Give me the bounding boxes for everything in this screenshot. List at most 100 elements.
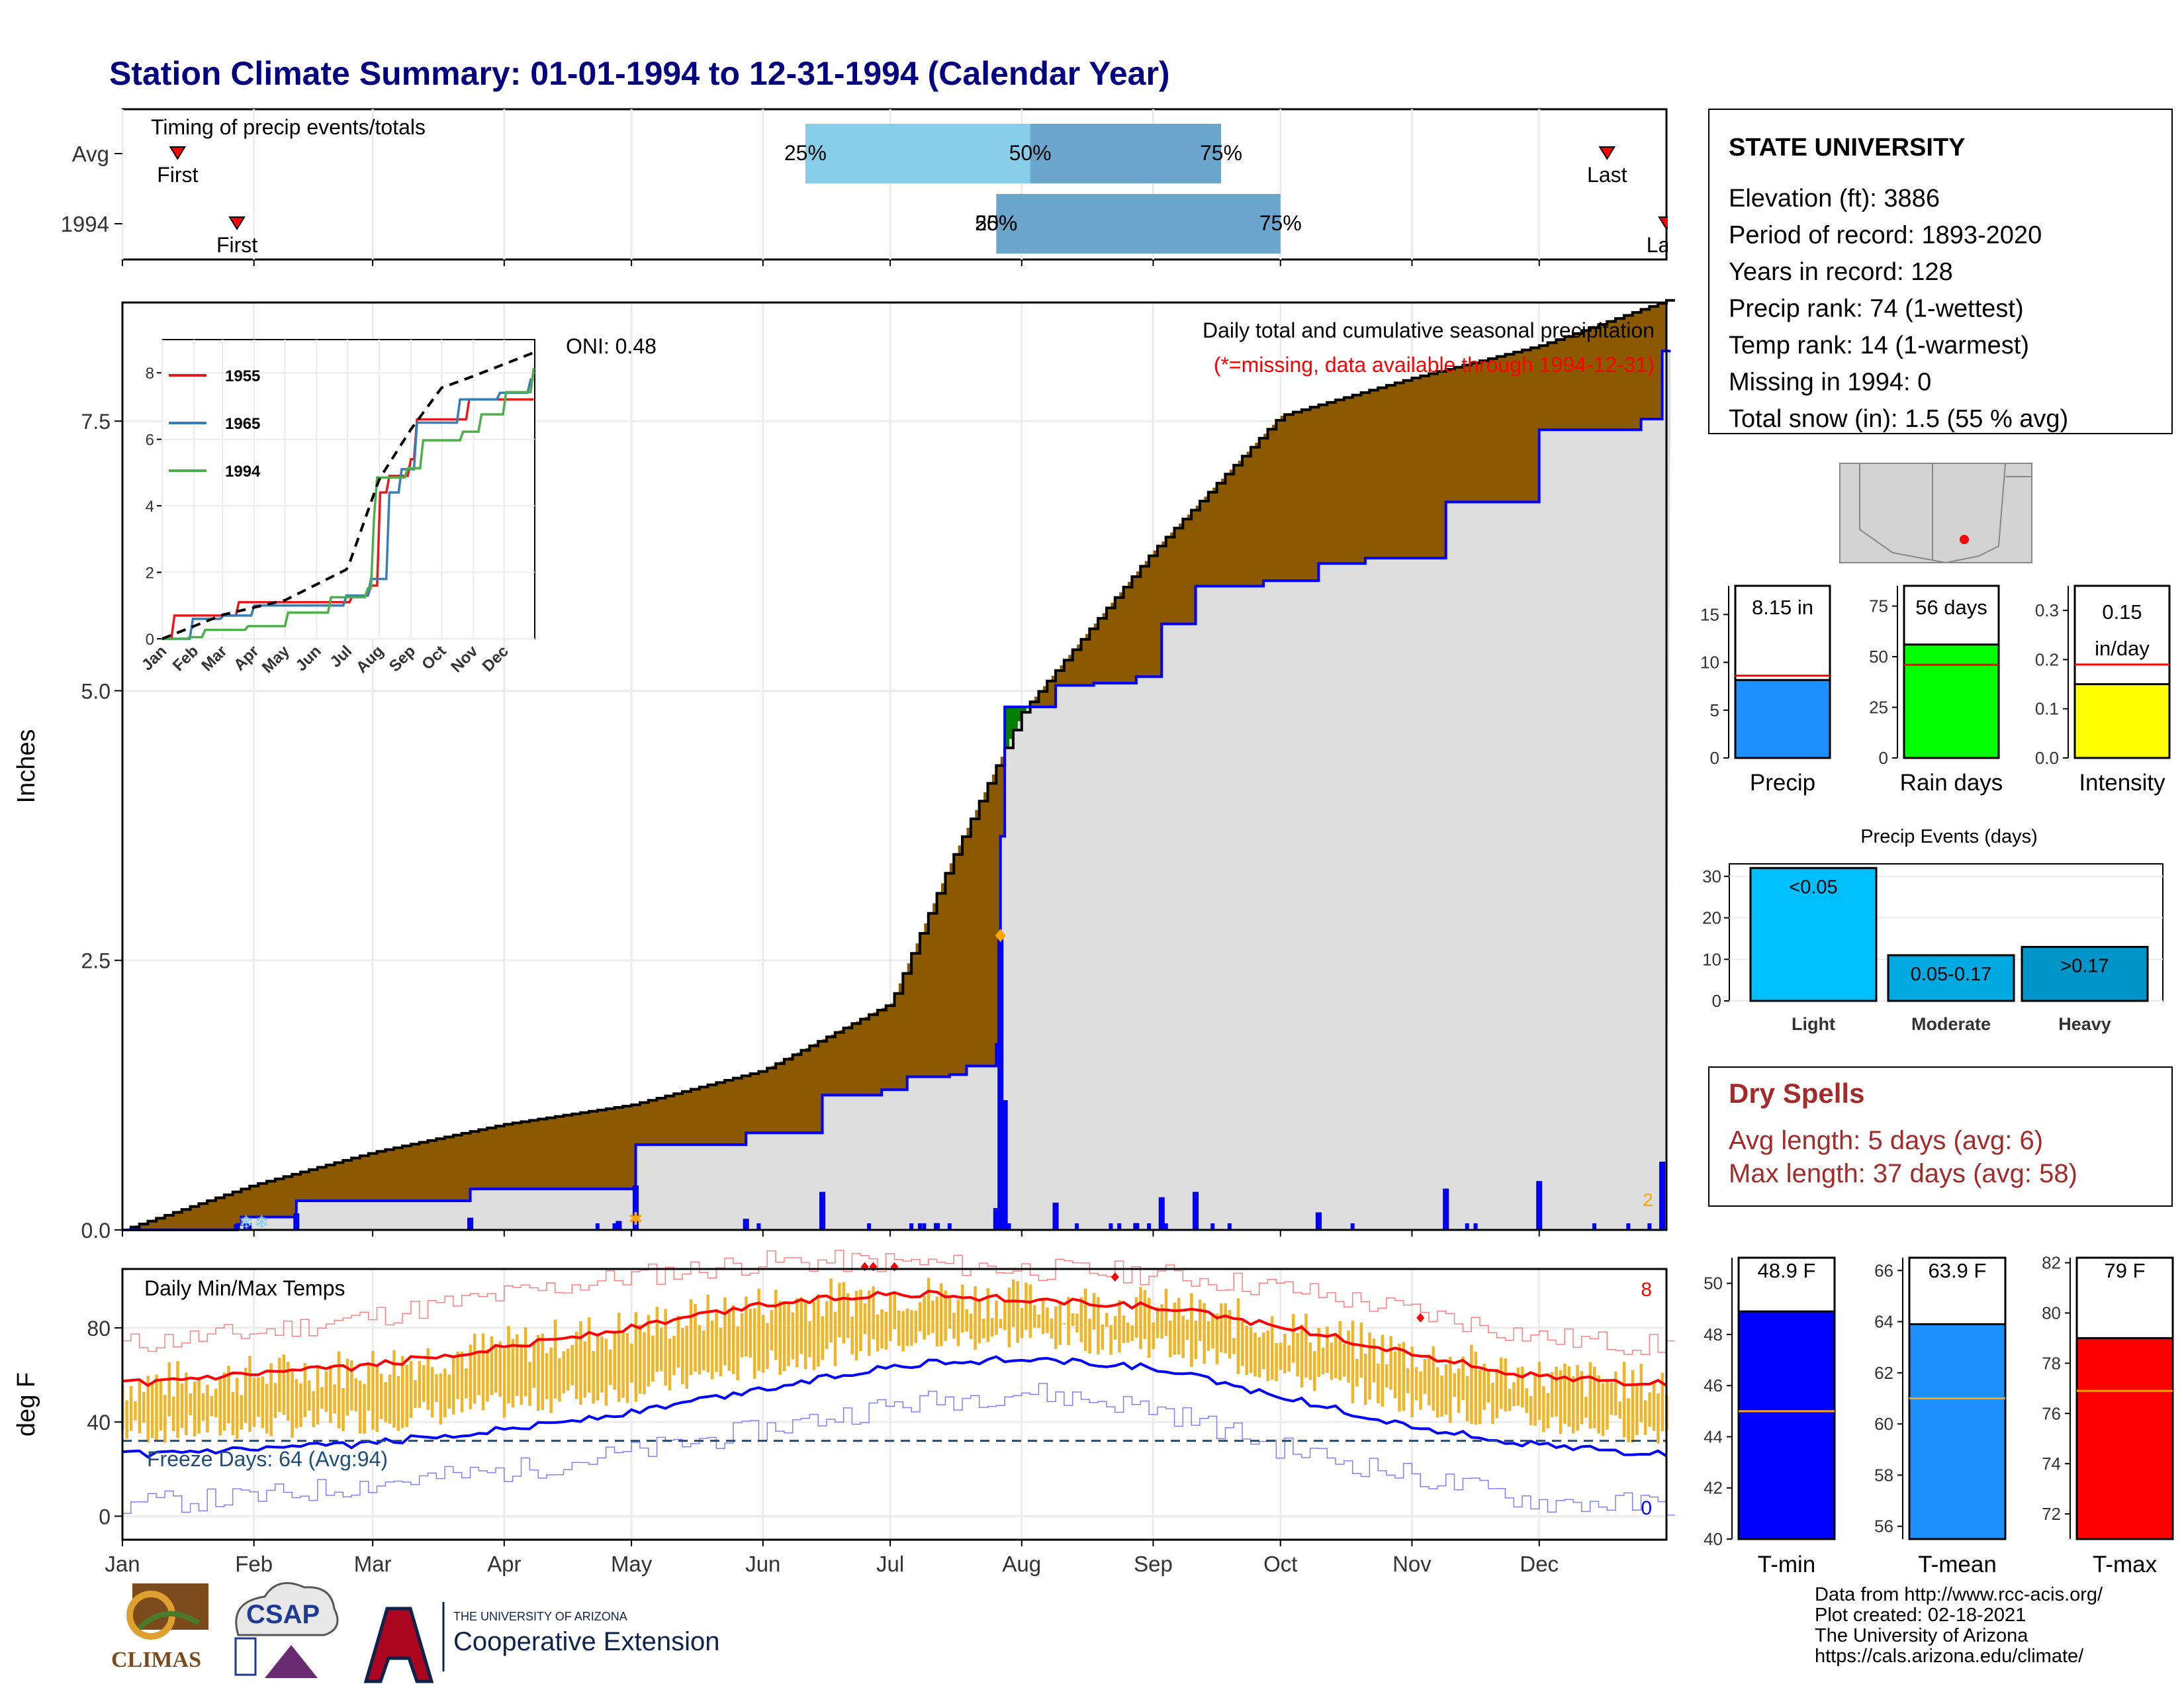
daily-precip-bar <box>1626 1223 1631 1230</box>
month-label: Sep <box>1134 1552 1173 1576</box>
temp-title: Daily Min/Max Temps <box>144 1276 345 1300</box>
daily-precip-bar <box>1315 1212 1322 1231</box>
daily-precip-bar <box>1052 1202 1059 1231</box>
month-label: Oct <box>1263 1552 1297 1576</box>
rain-bar-value: 0.15 <box>2102 600 2142 624</box>
station-info-line: Temp rank: 14 (1-warmest) <box>1729 332 2029 359</box>
daily-precip-bar <box>243 1223 248 1230</box>
tbar-y-tick-label: 56 <box>1874 1517 1893 1536</box>
ua-small-text: THE UNIVERSITY OF ARIZONA <box>453 1610 627 1623</box>
oni-label: ONI: 0.48 <box>566 334 657 358</box>
record-high-marker <box>1111 1272 1119 1282</box>
rain-y-tick-label: 0.0 <box>2035 748 2059 768</box>
daily-precip-bar <box>1193 1192 1199 1231</box>
station-info-panel: STATE UNIVERSITY Elevation (ft): 3886 Peri… <box>1708 109 2173 434</box>
avg-tmin-line <box>122 1355 1668 1459</box>
timing-p75-label: 75% <box>1259 211 1302 235</box>
precip-y-tick-label: 7.5 <box>81 410 111 434</box>
inset-y-tick-label: 6 <box>146 432 154 449</box>
tbar-y-tick-label: 82 <box>2042 1253 2061 1273</box>
daily-precip-bar <box>595 1223 600 1230</box>
tbar-y-tick-label: 66 <box>1874 1260 1893 1280</box>
timing-first-marker <box>169 146 187 160</box>
month-label: Jun <box>745 1552 780 1576</box>
observed-cumulative-line <box>122 350 1671 1231</box>
dry-spells-panel: Dry Spells Avg length: 5 days (avg: 6) Max… <box>1708 1066 2173 1207</box>
inset-legend-label: 1955 <box>225 367 260 385</box>
temp-y-axis-label: deg F <box>13 1372 40 1436</box>
events-y-tick-label: 20 <box>1702 908 1721 928</box>
rain-bar-name: Precip <box>1750 770 1815 796</box>
month-label: Nov <box>1392 1552 1432 1576</box>
daily-precip-bar <box>467 1217 474 1231</box>
station-info-line: Period of record: 1893-2020 <box>1729 222 2042 250</box>
inset-avg-line <box>161 351 535 640</box>
daily-precip-bar <box>615 1221 622 1231</box>
timing-clip-mask <box>1668 109 1707 259</box>
tbar-y-tick-label: 76 <box>2042 1403 2061 1423</box>
rain-bar-value: 8.15 in <box>1752 596 1813 619</box>
dry-spells-max: Max length: 37 days (avg: 58) <box>1729 1159 2077 1188</box>
footer-line: https://cals.arizona.edu/climate/ <box>1815 1646 2084 1667</box>
station-name: STATE UNIVERSITY <box>1729 134 1966 162</box>
tbar-value-label: 48.9 F <box>1758 1259 1816 1282</box>
tbar-y-tick-label: 44 <box>1704 1427 1723 1446</box>
observed-area <box>122 351 1671 1231</box>
precip-note: Daily total and cumulative seasonal prec… <box>1203 318 1655 342</box>
page-title: Station Climate Summary: 01-01-1994 to 1… <box>109 55 1170 92</box>
temp-y-tick-label: 80 <box>87 1317 111 1340</box>
precip-y-tick-label: 5.0 <box>81 679 111 703</box>
average-cumulative-line <box>122 299 1675 1231</box>
tbar-y-tick-label: 74 <box>2042 1454 2061 1474</box>
temp-y-tick-label: 0 <box>99 1505 111 1528</box>
precip-events-panel: Precip Events (days) 0 10 20 30 <0.05 Light 0.0… <box>1702 826 2163 1034</box>
csap-logo-text: CSAP <box>246 1600 320 1629</box>
rain-bar-value: 56 days <box>1915 596 1987 619</box>
daily-precip-bar <box>1659 1161 1666 1231</box>
month-label: Feb <box>235 1552 273 1576</box>
map-background <box>1839 463 2032 563</box>
daily-precip-bar <box>1117 1223 1122 1230</box>
event-category-label: Moderate <box>1911 1014 1991 1034</box>
map-state-border <box>1859 463 2006 564</box>
tbar-y-tick-label: 50 <box>1704 1274 1723 1293</box>
rain-y-tick-label: 15 <box>1700 604 1719 624</box>
rain-y-tick-label: 10 <box>1700 653 1719 673</box>
timing-bar-upper <box>996 194 1281 254</box>
timing-first-marker <box>228 216 246 230</box>
daily-precip-bar <box>819 1192 826 1231</box>
temp-frame <box>121 1268 1668 1541</box>
dry-spells-title: Dry Spells <box>1729 1078 1864 1109</box>
ua-extension-text: Cooperative Extension <box>453 1627 719 1656</box>
csap-columns <box>234 1637 257 1676</box>
station-info-line: Total snow (in): 1.5 (55 % avg) <box>1729 405 2068 433</box>
daily-precip-bar <box>1443 1188 1449 1231</box>
event-bar-label: >0.17 <box>2060 955 2109 976</box>
month-label: Aug <box>1002 1552 1041 1576</box>
climas-logo-swoosh <box>137 1611 201 1630</box>
rain-bar-value: in/day <box>2095 637 2150 660</box>
rain-y-tick-label: 0 <box>1710 748 1719 768</box>
events-y-tick-label: 10 <box>1702 949 1721 969</box>
rain-y-tick-label: 50 <box>1869 647 1888 667</box>
rain-y-tick-label: 25 <box>1869 698 1888 718</box>
timing-row-label: 1994 <box>61 212 109 236</box>
location-map <box>1839 463 2032 564</box>
tbar-value-label: 79 F <box>2104 1259 2145 1282</box>
event-bar-light <box>1749 867 1878 1002</box>
avg-tmax-line <box>122 1289 1668 1387</box>
daily-precip-bar <box>1592 1223 1597 1230</box>
event-bar-heavy <box>2021 945 2149 1002</box>
daily-precip-bar <box>947 1223 952 1230</box>
daily-precip-bar <box>1109 1223 1113 1230</box>
tbar-y-tick-label: 58 <box>1874 1465 1893 1485</box>
tbar-y-tick-label: 72 <box>2042 1504 2061 1524</box>
rain-bar-name: Rain days <box>1900 770 2003 796</box>
daily-precip-bar <box>1210 1223 1215 1230</box>
daily-precip-bar <box>1075 1223 1079 1230</box>
daily-precip-bar <box>756 1223 761 1230</box>
inset-y-tick-label: 0 <box>146 631 154 649</box>
tbar-y-tick-label: 60 <box>1874 1414 1893 1434</box>
inset-frame <box>161 339 535 639</box>
